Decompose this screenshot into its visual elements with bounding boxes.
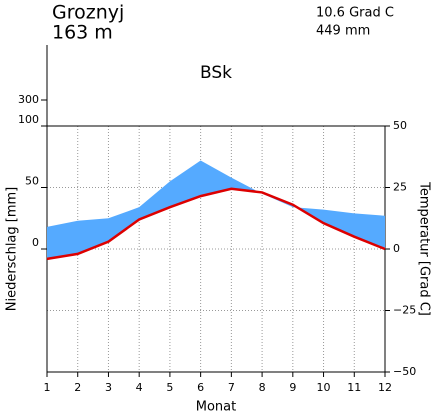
station: Groznyj: [52, 2, 124, 24]
x-tick-label: 4: [136, 381, 143, 394]
y2-tick-label: 50: [393, 119, 407, 132]
x-tick-label: 2: [74, 381, 81, 394]
y2-tick-label: −25: [393, 304, 416, 317]
y2-tick-label: 0: [393, 242, 400, 255]
y2-axis-label: Temperatur [Grad C]: [417, 181, 432, 316]
y-tick-label: 300: [18, 93, 39, 106]
x-tick-label: 3: [105, 381, 112, 394]
x-tick-label: 8: [259, 381, 266, 394]
x-tick-label: 12: [378, 381, 392, 394]
x-tick-label: 1: [44, 381, 51, 394]
x-tick-label: 6: [197, 381, 204, 394]
precipitation-area: [47, 160, 385, 259]
y2-tick-label: 25: [393, 181, 407, 194]
climate-class: BSk: [200, 63, 232, 83]
x-tick-label: 5: [166, 381, 173, 394]
mean-temperature: 10.6 Grad C: [316, 6, 394, 21]
y-axis-label: Niederschlag [mm]: [5, 187, 20, 312]
y-tick-label: 100: [18, 113, 39, 126]
x-axis-label: Monat: [196, 400, 236, 415]
elevation: 163 m: [52, 22, 113, 44]
x-tick-label: 10: [317, 381, 331, 394]
x-tick-label: 7: [228, 381, 235, 394]
y-tick-label: 0: [32, 236, 39, 249]
x-tick-label: 9: [289, 381, 296, 394]
temperature-line: [46, 187, 386, 261]
annual-precipitation: 449 mm: [316, 24, 370, 39]
y-tick-label: 50: [25, 175, 39, 188]
y2-tick-label: −50: [393, 365, 416, 378]
x-tick-label: 11: [347, 381, 361, 394]
